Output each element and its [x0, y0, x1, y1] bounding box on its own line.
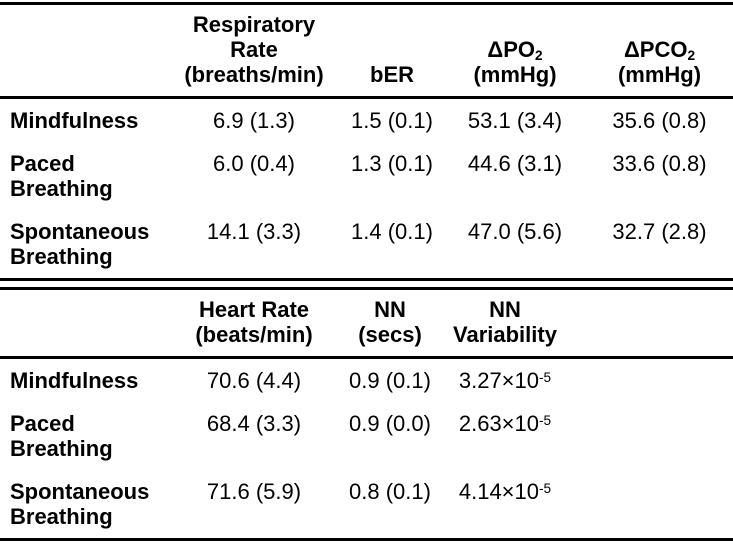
col-header-nn-variability: NN Variability: [440, 288, 570, 359]
row-label: Spontaneous Breathing: [10, 479, 150, 529]
row-label: Paced Breathing: [10, 151, 113, 201]
header-line: Respiratory: [192, 12, 316, 37]
header-unit: (mmHg): [473, 62, 557, 87]
col-header-delta-po2: ΔPO2 (mmHg): [444, 3, 586, 99]
pco2-subscript: 2: [687, 48, 696, 63]
col-header-nn: NN (secs): [340, 288, 440, 359]
cell-nn: 0.9 (0.1): [349, 368, 431, 393]
table-row-spontaneous-breathing: Spontaneous Breathing 14.1 (3.3) 1.4 (0.…: [0, 210, 733, 280]
cell-nn-variability: 3.27×10-5: [440, 358, 570, 403]
scientific-value-exponent: -5: [539, 481, 552, 497]
table2-corner-cell: [0, 288, 168, 359]
table1-header-row: Respiratory Rate (breaths/min) bER ΔPO2 …: [0, 3, 733, 99]
empty-cell: [570, 402, 733, 470]
cell-nn: 0.9 (0.0): [349, 411, 431, 436]
header-line: bER: [370, 62, 414, 87]
header-line: Rate: [230, 37, 278, 62]
delta-po2-symbol: ΔPO: [487, 37, 536, 62]
cell-delta-pco2: 32.7 (2.8): [612, 219, 707, 244]
header-line: NN: [489, 297, 521, 322]
row-label: Paced Breathing: [10, 411, 113, 461]
table-row-spontaneous-breathing: Spontaneous Breathing 71.6 (5.9) 0.8 (0.…: [0, 470, 733, 540]
table2-spacer-cell: [570, 288, 733, 359]
table-row-mindfulness: Mindfulness 70.6 (4.4) 0.9 (0.1) 3.27×10…: [0, 358, 733, 403]
cell-heart-rate: 68.4 (3.3): [206, 411, 302, 436]
cell-respiratory-rate: 6.9 (1.3): [213, 108, 295, 133]
cell-heart-rate: 71.6 (5.9): [206, 479, 302, 504]
table-row-paced-breathing: Paced Breathing 68.4 (3.3) 0.9 (0.0) 2.6…: [0, 402, 733, 470]
cell-ber: 1.4 (0.1): [351, 219, 433, 244]
header-unit: (breaths/min): [184, 62, 324, 87]
table1-corner-cell: [0, 3, 168, 99]
table2-header-row: Heart Rate (beats/min) NN (secs) NN Vari…: [0, 288, 733, 359]
col-header-ber: bER: [340, 3, 444, 99]
cell-delta-pco2: 33.6 (0.8): [612, 151, 707, 176]
col-header-respiratory-rate: Respiratory Rate (breaths/min): [168, 3, 340, 99]
scientific-value-base: 2.63×10: [458, 411, 539, 436]
header-unit: (beats/min): [195, 322, 313, 347]
po2-subscript: 2: [535, 48, 543, 63]
header-line: Heart Rate: [198, 297, 310, 322]
row-label: Spontaneous Breathing: [10, 219, 150, 269]
table-row-mindfulness: Mindfulness 6.9 (1.3) 1.5 (0.1) 53.1 (3.…: [0, 98, 733, 143]
scientific-value-base: 4.14×10: [458, 479, 539, 504]
header-line: ΔPO2: [444, 37, 586, 62]
respiratory-measures-table: Respiratory Rate (breaths/min) bER ΔPO2 …: [0, 2, 733, 281]
scientific-value-exponent: -5: [539, 413, 552, 429]
header-line: ΔPCO2: [586, 37, 733, 62]
delta-pco2-symbol: ΔPCO: [623, 37, 688, 62]
row-label: Mindfulness: [10, 368, 139, 393]
cardiac-measures-table: Heart Rate (beats/min) NN (secs) NN Vari…: [0, 287, 733, 541]
col-header-heart-rate: Heart Rate (beats/min): [168, 288, 340, 359]
cell-delta-po2: 47.0 (5.6): [467, 219, 563, 244]
cell-ber: 1.3 (0.1): [351, 151, 433, 176]
col-header-delta-pco2: ΔPCO2 (mmHg): [586, 3, 733, 99]
cell-nn-variability: 4.14×10-5: [440, 470, 570, 540]
cell-respiratory-rate: 6.0 (0.4): [213, 151, 295, 176]
header-unit: (mmHg): [617, 62, 702, 87]
header-line: Variability: [453, 322, 557, 347]
header-line: NN: [374, 297, 406, 322]
cell-delta-po2: 53.1 (3.4): [467, 108, 563, 133]
empty-cell: [570, 470, 733, 540]
cell-delta-po2: 44.6 (3.1): [467, 151, 563, 176]
row-label: Mindfulness: [10, 108, 139, 133]
scientific-value-exponent: -5: [539, 370, 552, 386]
cell-heart-rate: 70.6 (4.4): [206, 368, 302, 393]
scientific-value-base: 3.27×10: [458, 368, 539, 393]
table-row-paced-breathing: Paced Breathing 6.0 (0.4) 1.3 (0.1) 44.6…: [0, 142, 733, 210]
cell-nn-variability: 2.63×10-5: [440, 402, 570, 470]
cell-nn: 0.8 (0.1): [349, 479, 431, 504]
cell-delta-pco2: 35.6 (0.8): [612, 108, 707, 133]
header-unit: (secs): [358, 322, 422, 347]
cell-ber: 1.5 (0.1): [351, 108, 433, 133]
cell-respiratory-rate: 14.1 (3.3): [206, 219, 302, 244]
empty-cell: [570, 358, 733, 403]
